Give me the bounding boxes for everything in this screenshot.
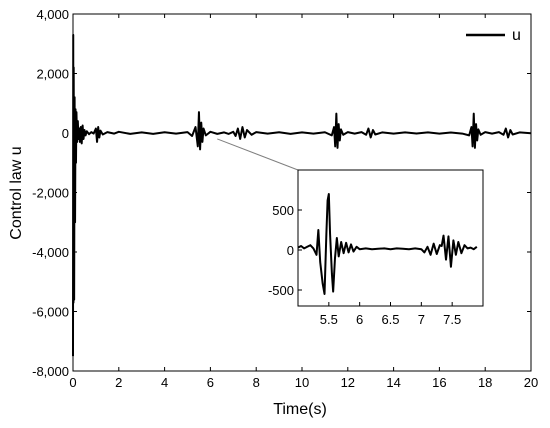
inset-x-tick-label: 6.5	[381, 312, 399, 327]
x-axis-title: Time(s)	[273, 401, 327, 418]
inset-y-tick-label: 0	[287, 243, 294, 258]
legend-label-u: u	[512, 27, 521, 44]
inset-plot-area: 5.5 6 6.5 7 7.5 -500 0 500	[268, 169, 484, 327]
inset-plot-frame	[297, 169, 484, 307]
inset-x-tick-label: 7.5	[443, 312, 461, 327]
x-tick-label: 14	[386, 375, 400, 390]
y-tick-label: 4,000	[36, 7, 69, 22]
x-tick-label: 10	[295, 375, 309, 390]
x-tick-label: 12	[341, 375, 355, 390]
inset-x-tick-label: 7	[418, 312, 425, 327]
x-tick-label: 2	[115, 375, 122, 390]
x-tick-label: 0	[69, 375, 76, 390]
y-tick-label: 2,000	[36, 67, 69, 82]
y-tick-label: -4,000	[32, 245, 69, 260]
main-series-layer	[72, 33, 532, 357]
x-tick-label: 4	[161, 375, 168, 390]
inset-x-tick-label: 6	[356, 312, 363, 327]
inset-x-tick-label: 5.5	[320, 312, 338, 327]
series-line-u	[72, 33, 532, 357]
inset-y-axis: -500 0 500	[268, 203, 302, 298]
x-tick-label: 18	[478, 375, 492, 390]
y-tick-label: -8,000	[32, 364, 69, 379]
y-tick-label: -6,000	[32, 305, 69, 320]
main-y-axis: -8,000 -6,000 -4,000 -2,000 0 2,000 4,000	[32, 7, 531, 379]
y-axis-title: Control law u	[8, 146, 25, 239]
y-tick-label: -2,000	[32, 186, 69, 201]
legend: u	[466, 27, 521, 44]
inset-y-tick-label: -500	[268, 283, 294, 298]
main-x-axis: 0 2 4 6 8 10 12 14 16 18 20	[69, 14, 538, 390]
x-tick-label: 8	[253, 375, 260, 390]
inset-series-layer	[297, 193, 478, 295]
inset-x-axis: 5.5 6 6.5 7 7.5	[320, 302, 461, 327]
y-tick-label: 0	[62, 126, 69, 141]
inset-y-tick-label: 500	[272, 203, 294, 218]
x-tick-label: 6	[207, 375, 214, 390]
zoom-connector-line	[217, 138, 299, 171]
x-tick-label: 16	[432, 375, 446, 390]
inset-series-line-u	[297, 193, 478, 295]
x-tick-label: 20	[524, 375, 538, 390]
